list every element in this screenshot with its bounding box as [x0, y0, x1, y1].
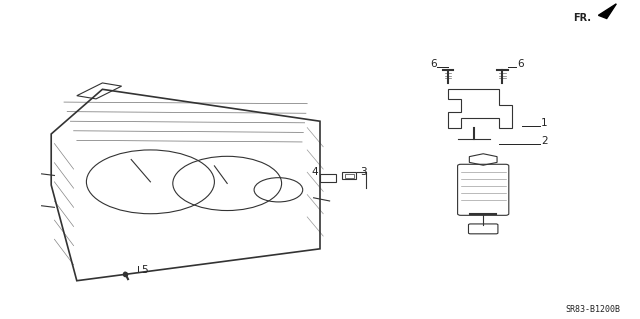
Bar: [320, 174, 336, 182]
Polygon shape: [598, 4, 616, 19]
Text: 4: 4: [312, 167, 318, 177]
Text: 6: 6: [517, 59, 524, 69]
Text: 1: 1: [541, 118, 547, 128]
Text: FR.: FR.: [573, 13, 591, 23]
Text: 2: 2: [541, 136, 547, 145]
Text: 3: 3: [360, 167, 367, 177]
Text: SR83-B1200B: SR83-B1200B: [566, 305, 621, 314]
Bar: [342, 172, 356, 179]
Text: 6: 6: [430, 59, 436, 69]
Text: 5: 5: [141, 265, 147, 275]
Bar: [345, 174, 354, 178]
